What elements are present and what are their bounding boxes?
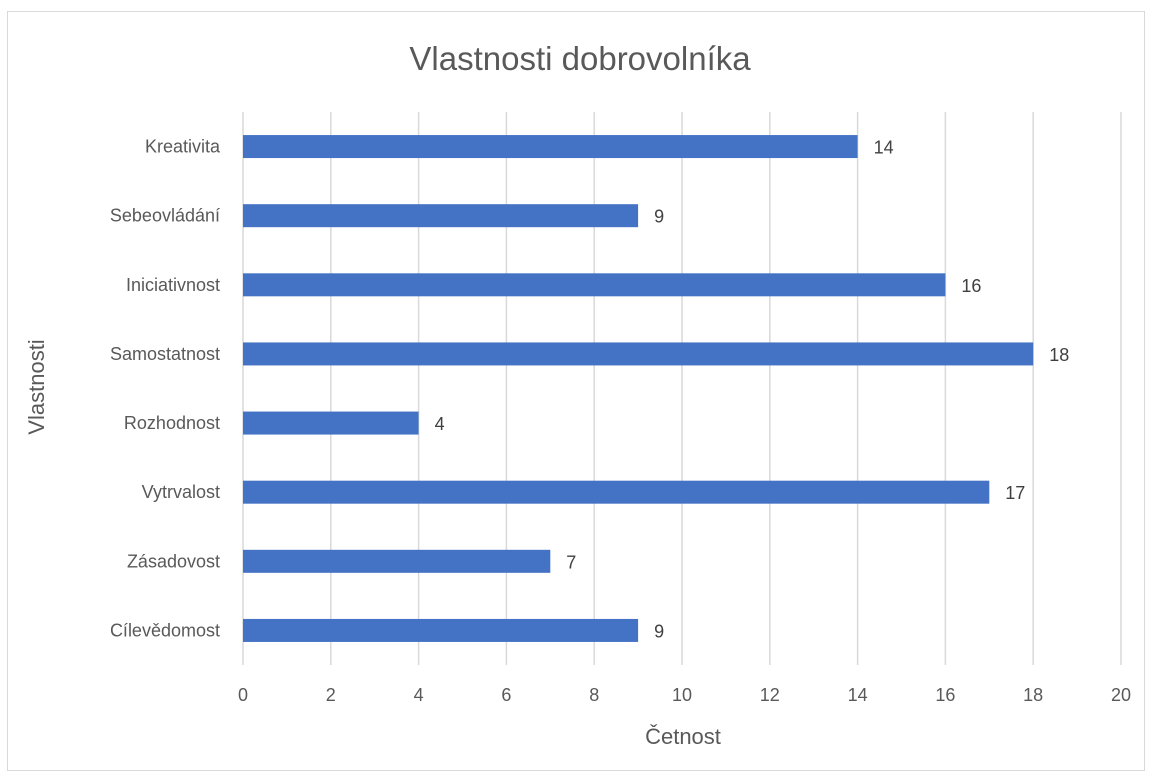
data-label: 9 xyxy=(654,207,664,227)
x-tick-label: 18 xyxy=(1023,685,1043,705)
x-tick-label: 2 xyxy=(326,685,336,705)
data-label: 14 xyxy=(874,138,894,158)
bar-0 xyxy=(243,135,858,159)
bar-6 xyxy=(243,549,551,573)
bar-1 xyxy=(243,204,639,228)
x-tick-label: 0 xyxy=(238,685,248,705)
bar-3 xyxy=(243,342,1034,366)
labels: 0 2 4 6 8 10 12 14 16 18 20 Kreativita 14 Sebeovládán… xyxy=(110,137,1131,705)
x-tick-label: 4 xyxy=(414,685,424,705)
data-label: 17 xyxy=(1005,483,1025,503)
y-category-label: Vytrvalost xyxy=(142,482,220,502)
y-category-label: Zásadovost xyxy=(127,551,220,571)
y-category-label: Sebeovládání xyxy=(110,206,220,226)
gridlines xyxy=(242,112,1122,665)
bar-4 xyxy=(243,411,419,435)
y-category-label: Cílevědomost xyxy=(110,620,220,640)
y-category-label: Samostatnost xyxy=(110,344,220,364)
x-tick-label: 10 xyxy=(672,685,692,705)
x-tick-label: 16 xyxy=(935,685,955,705)
x-axis-title: Četnost xyxy=(645,724,721,749)
bar-5 xyxy=(243,480,990,504)
y-category-label: Rozhodnost xyxy=(124,413,220,433)
x-tick-label: 8 xyxy=(589,685,599,705)
x-tick-label: 12 xyxy=(760,685,780,705)
y-axis-title: Vlastnosti xyxy=(24,339,49,434)
x-tick-label: 14 xyxy=(848,685,868,705)
chart-title: Vlastnosti dobrovolníka xyxy=(409,40,751,77)
bar-7 xyxy=(243,618,639,642)
bar-2 xyxy=(243,273,946,297)
data-label: 4 xyxy=(435,414,445,434)
x-tick-label: 6 xyxy=(501,685,511,705)
y-category-label: Iniciativnost xyxy=(126,275,220,295)
y-category-label: Kreativita xyxy=(145,137,221,157)
x-tick-label: 20 xyxy=(1111,685,1131,705)
data-label: 18 xyxy=(1049,345,1069,365)
bars xyxy=(243,135,1034,642)
data-label: 7 xyxy=(566,552,576,572)
data-label: 16 xyxy=(961,276,981,296)
data-label: 9 xyxy=(654,621,664,641)
